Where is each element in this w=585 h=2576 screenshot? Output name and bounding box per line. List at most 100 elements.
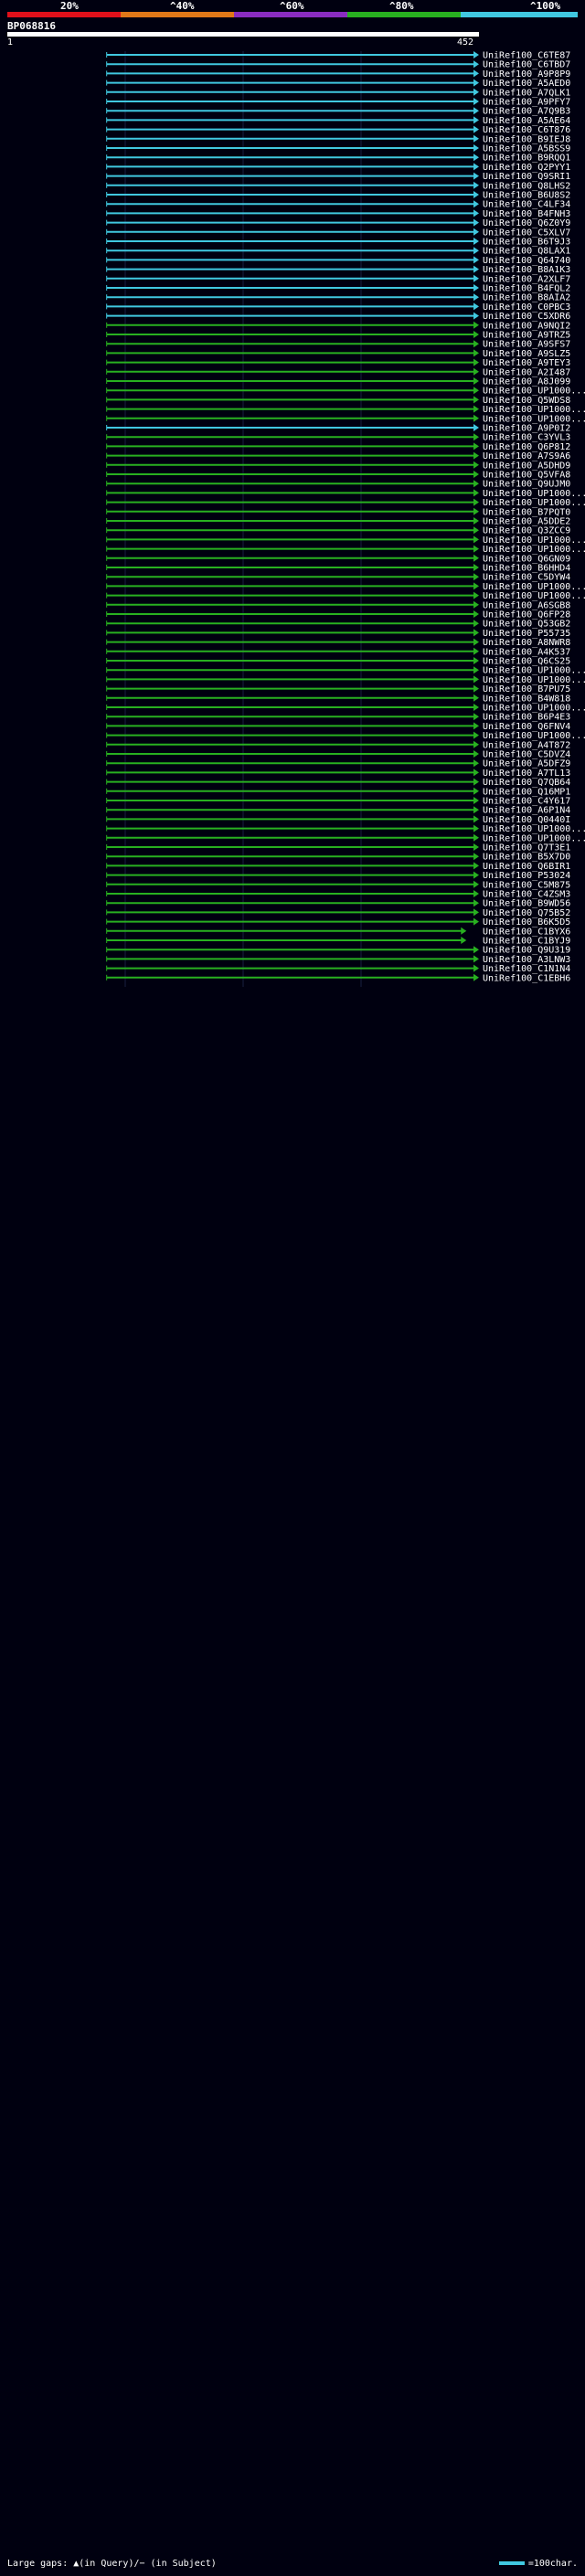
hit-row[interactable]: UniRef100_Q7T3E1 <box>106 843 571 853</box>
hit-subject-label[interactable]: UniRef100_Q7T3E1 <box>483 843 570 853</box>
hit-subject-label[interactable]: UniRef100_A6P1N4 <box>483 806 570 816</box>
hit-row[interactable]: UniRef100_Q6FNV4 <box>106 722 571 732</box>
hit-subject-label[interactable]: UniRef100_Q75B52 <box>483 908 570 918</box>
hit-subject-label[interactable]: UniRef100_UP1000... <box>483 489 585 499</box>
hit-row[interactable]: UniRef100_Q6GN09 <box>106 554 571 564</box>
hit-row[interactable]: UniRef100_A8NWR8 <box>106 638 571 648</box>
hit-row[interactable]: UniRef100_A9P0I2 <box>106 424 571 434</box>
hit-row[interactable]: UniRef100_C6TE87 <box>106 51 571 61</box>
hit-subject-label[interactable]: UniRef100_C5XDR6 <box>483 312 570 322</box>
hit-row[interactable]: UniRef100_Q9UJM0 <box>106 480 571 490</box>
hit-row[interactable]: UniRef100_A9TRZ5 <box>106 331 571 341</box>
hit-subject-label[interactable]: UniRef100_B4FQL2 <box>483 284 570 294</box>
hit-row[interactable]: UniRef100_UP1000... <box>106 498 585 508</box>
hit-subject-label[interactable]: UniRef100_UP1000... <box>483 582 585 592</box>
hit-row[interactable]: UniRef100_Q5VFA8 <box>106 471 571 481</box>
hit-subject-label[interactable]: UniRef100_A5DHD9 <box>483 461 570 471</box>
hit-row[interactable]: UniRef100_Q6P812 <box>106 442 571 452</box>
hit-subject-label[interactable]: UniRef100_Q6CS25 <box>483 657 570 667</box>
hit-row[interactable]: UniRef100_UP1000... <box>106 675 585 685</box>
hit-subject-label[interactable]: UniRef100_UP1000... <box>483 498 585 508</box>
hit-row[interactable]: UniRef100_C1BYJ9 <box>106 937 571 947</box>
hit-subject-label[interactable]: UniRef100_UP1000... <box>483 545 585 555</box>
hit-row[interactable]: UniRef100_B8A1K3 <box>106 265 571 275</box>
hit-subject-label[interactable]: UniRef100_C5DVZ4 <box>483 750 570 760</box>
hit-subject-label[interactable]: UniRef100_B6P4E3 <box>483 713 570 723</box>
hit-subject-label[interactable]: UniRef100_P55735 <box>483 629 570 639</box>
hit-row[interactable]: UniRef100_C6T876 <box>106 125 571 135</box>
hit-row[interactable]: UniRef100_A5DDE2 <box>106 517 571 527</box>
hit-subject-label[interactable]: UniRef100_Q16MP1 <box>483 787 570 797</box>
hit-row[interactable]: UniRef100_Q6BIR1 <box>106 862 571 872</box>
hit-row[interactable]: UniRef100_C1N1N4 <box>106 964 571 974</box>
hit-row[interactable]: UniRef100_C5XDR6 <box>106 312 571 322</box>
hit-subject-label[interactable]: UniRef100_Q6FNV4 <box>483 722 570 732</box>
hit-row[interactable]: UniRef100_A5AE64 <box>106 116 571 126</box>
hit-row[interactable]: UniRef100_C1BYX6 <box>106 927 571 937</box>
hit-row[interactable]: UniRef100_B6U8S2 <box>106 191 571 201</box>
hit-subject-label[interactable]: UniRef100_Q9SRI1 <box>483 172 570 182</box>
hit-row[interactable]: UniRef100_A6SGB8 <box>106 600 571 610</box>
hit-subject-label[interactable]: UniRef100_Q0440I <box>483 815 570 825</box>
hit-row[interactable]: UniRef100_Q6Z0Y9 <box>106 218 571 228</box>
hit-subject-label[interactable]: UniRef100_UP1000... <box>483 405 585 415</box>
hit-subject-label[interactable]: UniRef100_Q9U319 <box>483 946 570 956</box>
hit-subject-label[interactable]: UniRef100_A7Q9B3 <box>483 107 570 117</box>
hit-row[interactable]: UniRef100_Q7QB64 <box>106 778 571 788</box>
hit-row[interactable]: UniRef100_A2XLF7 <box>106 274 571 284</box>
hit-row[interactable]: UniRef100_Q75B52 <box>106 908 571 918</box>
hit-subject-label[interactable]: UniRef100_A9TRZ5 <box>483 331 570 341</box>
hit-subject-label[interactable]: UniRef100_A5DFZ9 <box>483 759 570 769</box>
hit-subject-label[interactable]: UniRef100_A2XLF7 <box>483 274 570 284</box>
hit-row[interactable]: UniRef100_C5DYW4 <box>106 573 571 583</box>
hit-subject-label[interactable]: UniRef100_A5AED0 <box>483 79 570 89</box>
hit-row[interactable]: UniRef100_UP1000... <box>106 833 585 843</box>
hit-row[interactable]: UniRef100_A5AED0 <box>106 79 571 89</box>
hit-subject-label[interactable]: UniRef100_UP1000... <box>483 731 585 741</box>
hit-subject-label[interactable]: UniRef100_Q8LHS2 <box>483 181 570 191</box>
hit-subject-label[interactable]: UniRef100_Q9UJM0 <box>483 480 570 490</box>
hit-subject-label[interactable]: UniRef100_B6HHD4 <box>483 564 570 574</box>
hit-row[interactable]: UniRef100_B4FNH3 <box>106 209 571 219</box>
hit-row[interactable]: UniRef100_UP1000... <box>106 414 585 424</box>
hit-subject-label[interactable]: UniRef100_C4ZSM3 <box>483 890 570 900</box>
hit-row[interactable]: UniRef100_Q6CS25 <box>106 657 571 667</box>
hit-subject-label[interactable]: UniRef100_UP1000... <box>483 704 585 714</box>
hit-row[interactable]: UniRef100_UP1000... <box>106 545 585 555</box>
hit-subject-label[interactable]: UniRef100_Q53GB2 <box>483 620 570 630</box>
hit-row[interactable]: UniRef100_B9RQQ1 <box>106 154 571 164</box>
hit-row[interactable]: UniRef100_B6K5D5 <box>106 917 571 928</box>
hit-row[interactable]: UniRef100_A9P8P9 <box>106 69 571 80</box>
hit-subject-label[interactable]: UniRef100_A9P0I2 <box>483 424 570 434</box>
hit-row[interactable]: UniRef100_Q53GB2 <box>106 620 571 630</box>
hit-row[interactable]: UniRef100_Q9U319 <box>106 946 571 956</box>
hit-row[interactable]: UniRef100_A7S9A6 <box>106 451 571 461</box>
hit-row[interactable]: UniRef100_UP1000... <box>106 666 585 676</box>
hit-subject-label[interactable]: UniRef100_C6TE87 <box>483 51 570 61</box>
hit-row[interactable]: UniRef100_Q16MP1 <box>106 787 571 797</box>
hit-subject-label[interactable]: UniRef100_A2I487 <box>483 367 570 377</box>
hit-subject-label[interactable]: UniRef100_B4W818 <box>483 694 570 704</box>
hit-subject-label[interactable]: UniRef100_Q7QB64 <box>483 778 570 788</box>
hit-row[interactable]: UniRef100_UP1000... <box>106 405 585 415</box>
hit-subject-label[interactable]: UniRef100_C3YVL3 <box>483 433 570 443</box>
hit-subject-label[interactable]: UniRef100_B5X7D0 <box>483 853 570 863</box>
hit-row[interactable]: UniRef100_B9IEJ8 <box>106 134 571 144</box>
hit-subject-label[interactable]: UniRef100_B6U8S2 <box>483 191 570 201</box>
hit-subject-label[interactable]: UniRef100_A6SGB8 <box>483 600 570 610</box>
hit-subject-label[interactable]: UniRef100_UP1000... <box>483 535 585 546</box>
hit-subject-label[interactable]: UniRef100_A7TL13 <box>483 769 570 779</box>
hit-row[interactable]: UniRef100_B5X7D0 <box>106 853 571 863</box>
hit-subject-label[interactable]: UniRef100_A3LNW3 <box>483 955 570 965</box>
hit-row[interactable]: UniRef100_B6T9J3 <box>106 238 571 248</box>
hit-row[interactable]: UniRef100_B6HHD4 <box>106 564 571 574</box>
hit-subject-label[interactable]: UniRef100_Q5VFA8 <box>483 471 570 481</box>
hit-row[interactable]: UniRef100_B4FQL2 <box>106 284 571 294</box>
hit-subject-label[interactable]: UniRef100_UP1000... <box>483 666 585 676</box>
hit-row[interactable]: UniRef100_C1EBH6 <box>106 973 571 983</box>
hit-subject-label[interactable]: UniRef100_C1N1N4 <box>483 964 570 974</box>
hit-subject-label[interactable]: UniRef100_A5BSS9 <box>483 144 570 154</box>
hit-row[interactable]: UniRef100_A4T872 <box>106 740 571 750</box>
hit-row[interactable]: UniRef100_B9WD56 <box>106 899 571 909</box>
hit-row[interactable]: UniRef100_B8AIA2 <box>106 293 571 303</box>
